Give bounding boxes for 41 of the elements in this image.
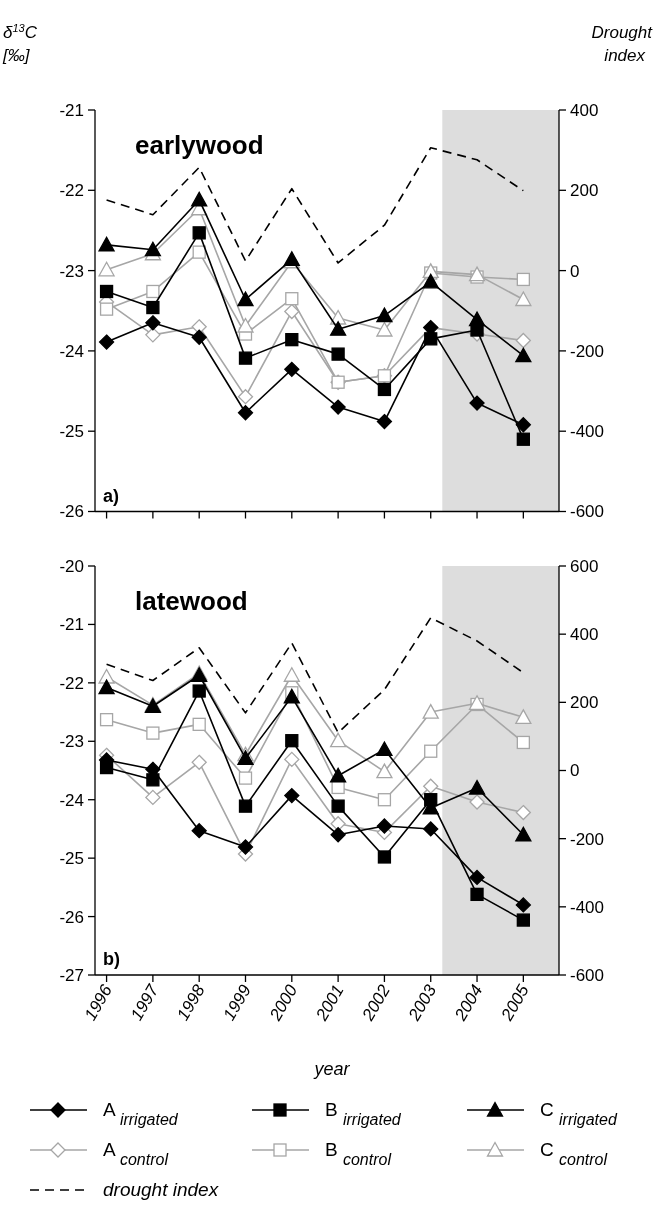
y-tick-label: -25 bbox=[59, 422, 84, 442]
y-tick-label: -24 bbox=[59, 790, 84, 810]
y2-tick-label: 200 bbox=[570, 693, 599, 713]
y-tick-label: -25 bbox=[59, 849, 84, 869]
legend-label: B $_{control}$ bbox=[325, 1139, 392, 1168]
y2-tick-label: 400 bbox=[570, 100, 599, 120]
y2-tick-label: 600 bbox=[570, 556, 599, 576]
y2-tick-label: -200 bbox=[570, 829, 605, 849]
y-tick-label: -26 bbox=[59, 502, 84, 522]
legend-label: B $_{irrigated}$ bbox=[325, 1099, 402, 1128]
y2-tick-label: -600 bbox=[570, 965, 605, 985]
y2-tick-label: 0 bbox=[570, 761, 580, 781]
y2-tick-label: -600 bbox=[570, 502, 605, 522]
legend-label: A $_{control}$ bbox=[103, 1139, 169, 1168]
y2-tick-label: -400 bbox=[570, 897, 605, 917]
legend-label: A $_{irrigated}$ bbox=[103, 1099, 179, 1128]
y-tick-label: -23 bbox=[59, 732, 84, 752]
text: earlywood bbox=[135, 130, 264, 160]
y-tick-label: -23 bbox=[59, 261, 84, 281]
y-tick-label: -22 bbox=[59, 181, 84, 201]
y-tick-label: -21 bbox=[59, 615, 84, 635]
y2-tick-label: 200 bbox=[570, 181, 599, 201]
y2-tick-label: -200 bbox=[570, 341, 605, 361]
y-tick-label: -20 bbox=[59, 556, 84, 576]
x-axis-title: year bbox=[312, 1059, 351, 1079]
y-tick-label: -27 bbox=[59, 965, 84, 985]
legend-label: C $_{control}$ bbox=[540, 1139, 608, 1168]
y2-tick-label: -400 bbox=[570, 422, 605, 442]
y-tick-label: -26 bbox=[59, 907, 84, 927]
legend-label: drought index bbox=[103, 1179, 220, 1200]
annotation: b) bbox=[103, 949, 120, 969]
y-axis-title: δ$^{13}$C [‰] bbox=[2, 22, 38, 65]
text: latewood bbox=[135, 586, 248, 616]
y-tick-label: -21 bbox=[59, 100, 84, 120]
annotation: a) bbox=[103, 485, 120, 506]
y2-axis-title: Drought index bbox=[591, 23, 654, 65]
y-tick-label: -22 bbox=[59, 673, 84, 693]
legend-label: C $_{irrigated}$ bbox=[540, 1099, 618, 1128]
y2-tick-label: 400 bbox=[570, 625, 599, 645]
y-tick-label: -24 bbox=[59, 341, 84, 361]
y2-tick-label: 0 bbox=[570, 261, 580, 281]
